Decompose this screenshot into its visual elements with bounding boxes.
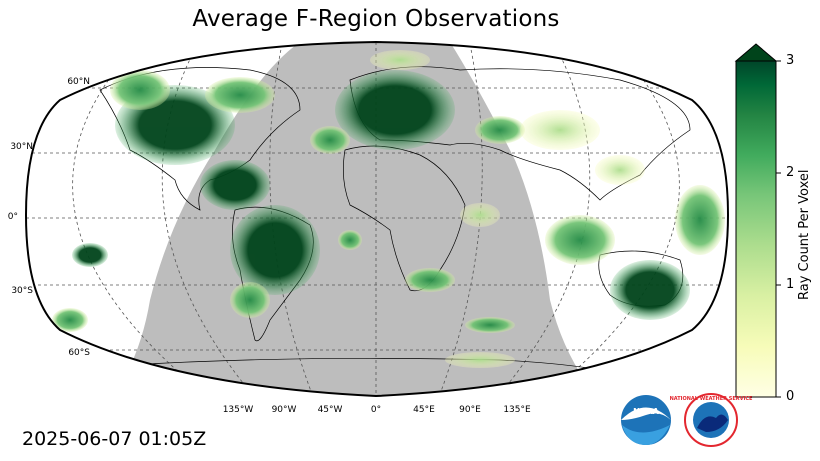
- lon-label: 90°E: [459, 405, 481, 415]
- lat-label: 0°: [8, 212, 18, 222]
- colorbar-tick: 2: [786, 165, 795, 180]
- colorbar-tick: 1: [786, 277, 795, 292]
- lon-label: 90°W: [272, 405, 297, 415]
- lon-label: 45°E: [413, 405, 435, 415]
- colorbar: [734, 43, 781, 398]
- lat-label: 30°S: [11, 286, 33, 296]
- colorbar-label: Ray Count Per Voxel: [797, 169, 812, 300]
- colorbar-tick: 0: [786, 389, 795, 404]
- lat-label: 60°S: [68, 348, 90, 358]
- page-title: Average F-Region Observations: [192, 6, 560, 32]
- lon-label: 45°W: [318, 405, 343, 415]
- lat-label: 30°N: [10, 142, 33, 152]
- lon-label: 135°W: [223, 405, 254, 415]
- observation-density: [52, 50, 725, 368]
- lon-label: 0°: [371, 405, 381, 415]
- globe-outline: [24, 40, 730, 398]
- timestamp: 2025-06-07 01:05Z: [22, 428, 207, 450]
- colorbar-tick: 3: [786, 53, 795, 68]
- nws-logo: NATIONAL WEATHER SERVICE: [670, 393, 753, 447]
- lat-label: 60°N: [67, 77, 90, 87]
- lon-label: 135°E: [503, 405, 531, 415]
- svg-text:NOAA: NOAA: [633, 407, 659, 416]
- noaa-logo: NOAA: [621, 395, 671, 445]
- svg-text:NATIONAL WEATHER SERVICE: NATIONAL WEATHER SERVICE: [670, 396, 753, 402]
